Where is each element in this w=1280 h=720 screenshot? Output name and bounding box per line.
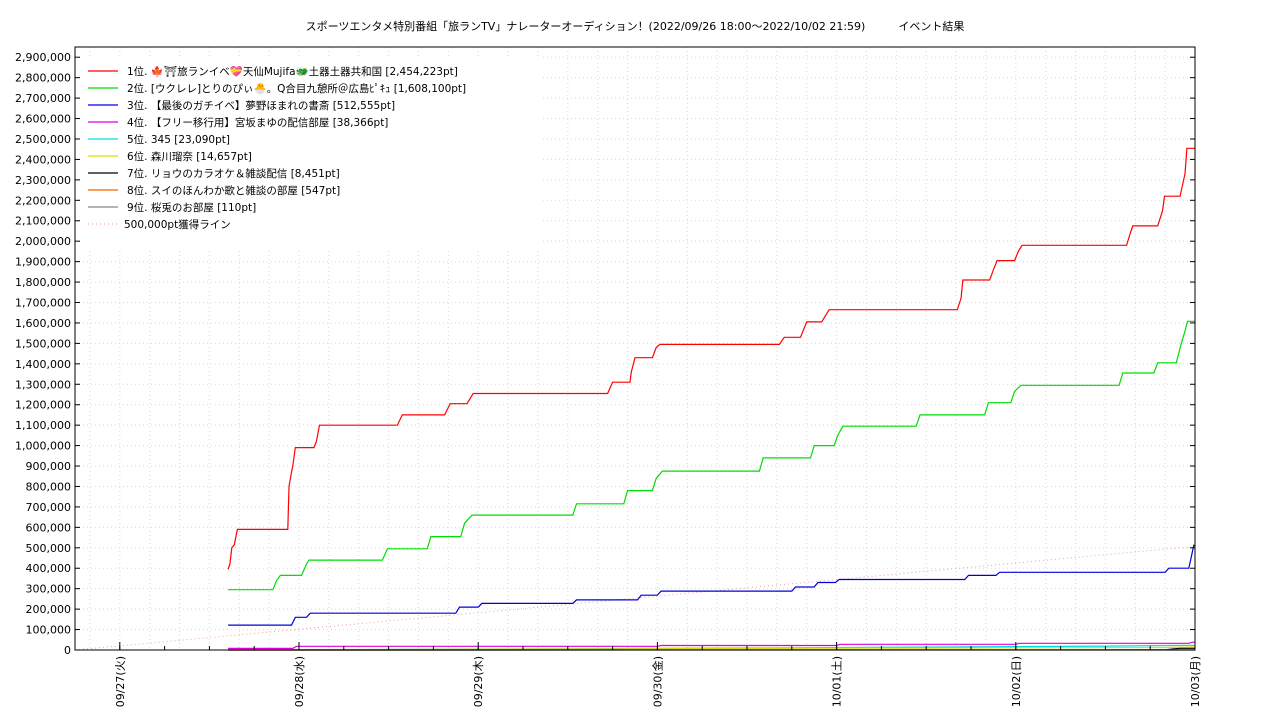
y-tick-label: 2,500,000 [15,133,71,146]
reference-line-500000 [74,547,1195,651]
y-tick-label: 200,000 [26,603,72,616]
legend-entry-5: 5位. 345 [23,090pt] [127,133,230,146]
legend-entry-1: 1位. 🍁⛩旅ランイベ💝天仙Mujifa🐲土器土器共和国 [2,454,223p… [127,65,458,78]
y-tick-label: 600,000 [26,521,72,534]
y-tick-label: 1,500,000 [15,337,71,350]
x-tick-label: 09/30(金) [650,656,664,707]
y-tick-label: 2,900,000 [15,51,71,64]
legend-entry-reference: 500,000pt獲得ライン [124,218,231,231]
y-tick-label: 1,000,000 [15,440,71,453]
y-tick-label: 1,800,000 [15,276,71,289]
y-tick-label: 2,600,000 [15,113,71,126]
y-tick-label: 1,600,000 [15,317,71,330]
y-tick-label: 100,000 [26,624,72,637]
x-tick-label: 09/27(火) [114,656,127,707]
y-tick-label: 400,000 [26,562,72,575]
legend-entry-9: 9位. 桜兎のお部屋 [110pt] [127,201,256,214]
y-tick-label: 700,000 [26,501,72,514]
legend-entry-4: 4位. 【フリー移行用】宮坂まゆの配信部屋 [38,366pt] [127,116,388,129]
y-axis: 0 100,000 200,000 300,000 400,000 500,000 600,… [15,51,1195,657]
y-tick-label: 2,800,000 [15,72,71,85]
series-line-4 [228,641,1195,650]
legend-entry-6: 6位. 森川瑠奈 [14,657pt] [127,150,252,163]
y-tick-label: 1,200,000 [15,399,71,412]
legend-entry-2: 2位. [ウクレレ]とりのぴぃ🐣。Q合目九憩所＠広島ﾋﾟｷｭ [1,608,10… [127,82,466,95]
x-tick-label: 10/01(土) [831,656,844,707]
x-tick-label: 10/03(月) [1189,656,1202,707]
x-tick-label: 09/28(水) [293,656,306,707]
y-tick-label: 500,000 [26,542,72,555]
x-tick-label: 10/02(日) [1010,656,1023,707]
reference-line-layer [74,547,1195,651]
y-tick-label: 2,000,000 [15,235,71,248]
plot-frame [74,46,1196,651]
x-axis: 09/27(火) 09/28(水) 09/29(木) 09/30(金) 10/01(土)… [114,642,1202,707]
legend: 1位. 🍁⛩旅ランイベ💝天仙Mujifa🐲土器土器共和国 [2,454,223p… [80,56,543,248]
y-tick-label: 2,300,000 [15,174,71,187]
y-tick-label: 2,100,000 [15,215,71,228]
chart-title: スポーツエンタメ特別番組「旅ランTV」ナレーターオーディション！(2022/09… [306,19,965,33]
series-line-1 [227,147,1195,570]
y-tick-label: 1,300,000 [15,378,71,391]
y-tick-label: 1,900,000 [15,256,71,269]
series-line-3 [228,544,1195,626]
y-tick-label: 0 [64,644,71,657]
y-tick-label: 300,000 [26,583,72,596]
legend-entry-7: 7位. リョウのカラオケ＆雑談配信 [8,451pt] [127,167,340,180]
legend-entry-3: 3位. 【最後のガチイベ】夢野ほまれの書斎 [512,555pt] [127,99,395,112]
y-tick-label: 2,400,000 [15,153,71,166]
x-tick-label: 09/29(木) [472,656,485,707]
y-tick-label: 1,100,000 [15,419,71,432]
legend-entry-8: 8位. スイのほんわか歌と雑談の部屋 [547pt] [127,184,340,197]
y-tick-label: 2,200,000 [15,194,71,207]
y-tick-label: 900,000 [26,460,72,473]
series-line-2 [228,320,1195,591]
y-tick-label: 800,000 [26,480,72,493]
y-tick-label: 1,700,000 [15,297,71,310]
series-line-6 [228,646,1195,651]
y-tick-label: 2,700,000 [15,92,71,105]
legend-background [80,56,543,248]
y-tick-label: 1,400,000 [15,358,71,371]
